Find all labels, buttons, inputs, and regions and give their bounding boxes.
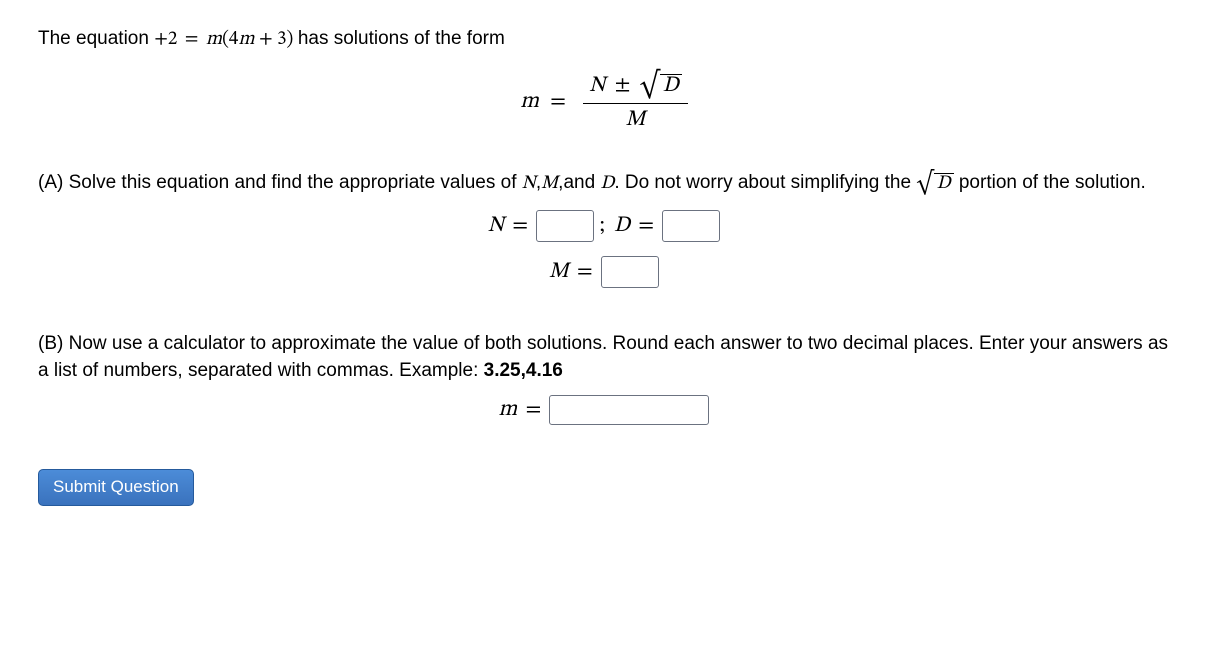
intro-lhs: +2 [154, 30, 177, 49]
partB-t1: Now use a calculator to approximate the … [38, 333, 1168, 382]
formula-N: N [589, 75, 605, 97]
quadratic-formula: m = N ± √D M [38, 70, 1170, 134]
m-label: m [499, 399, 518, 421]
m-eq: = [525, 399, 541, 421]
partA-D: D [600, 174, 614, 193]
input-m[interactable] [549, 395, 709, 425]
intro-line: The equation +2 = m(4m + 3) has solution… [38, 28, 1170, 52]
partA-N: N [522, 174, 536, 193]
M-label: M [549, 261, 569, 283]
N-label: N [488, 215, 504, 237]
formula-m: m [520, 91, 539, 113]
partB-text: (B) Now use a calculator to approximate … [38, 330, 1170, 385]
submit-button[interactable]: Submit Question [38, 469, 194, 506]
input-N[interactable] [536, 210, 594, 242]
intro-eq: = [185, 30, 199, 49]
partA-t3: portion of the solution. [954, 172, 1146, 193]
partA-sqrtD: √D [916, 174, 953, 193]
partA-t2: . Do not worry about simplifying the [614, 172, 916, 193]
formula-sqrt: √D [640, 75, 682, 97]
formula-eq: = [550, 91, 566, 113]
input-D[interactable] [662, 210, 720, 242]
partA-s2: ,and [558, 172, 600, 193]
partB-label: (B) [38, 333, 69, 354]
partA-text: (A) Solve this equation and find the app… [38, 168, 1170, 200]
intro-suffix: has solutions of the form [298, 28, 505, 49]
input-M[interactable] [601, 256, 659, 288]
formula-M: M [626, 109, 646, 131]
intro-prefix: The equation [38, 28, 154, 49]
D-label: D [614, 215, 630, 237]
intro-rhs: m(4m + 3) [206, 30, 293, 49]
formula-fraction: N ± √D M [583, 70, 688, 134]
partA-t1: Solve this equation and find the appropr… [69, 172, 522, 193]
N-eq: = [512, 215, 528, 237]
partB-example: 3.25,4.16 [484, 360, 563, 381]
partA-M: M [541, 174, 558, 193]
formula-pm: ± [615, 75, 631, 97]
partA-answers: N = ; D = M = [38, 210, 1170, 288]
partA-label: (A) [38, 172, 69, 193]
semi: ; [599, 215, 604, 237]
M-eq: = [577, 261, 593, 283]
D-eq: = [638, 215, 654, 237]
partB-answer-row: m = [38, 395, 1170, 425]
